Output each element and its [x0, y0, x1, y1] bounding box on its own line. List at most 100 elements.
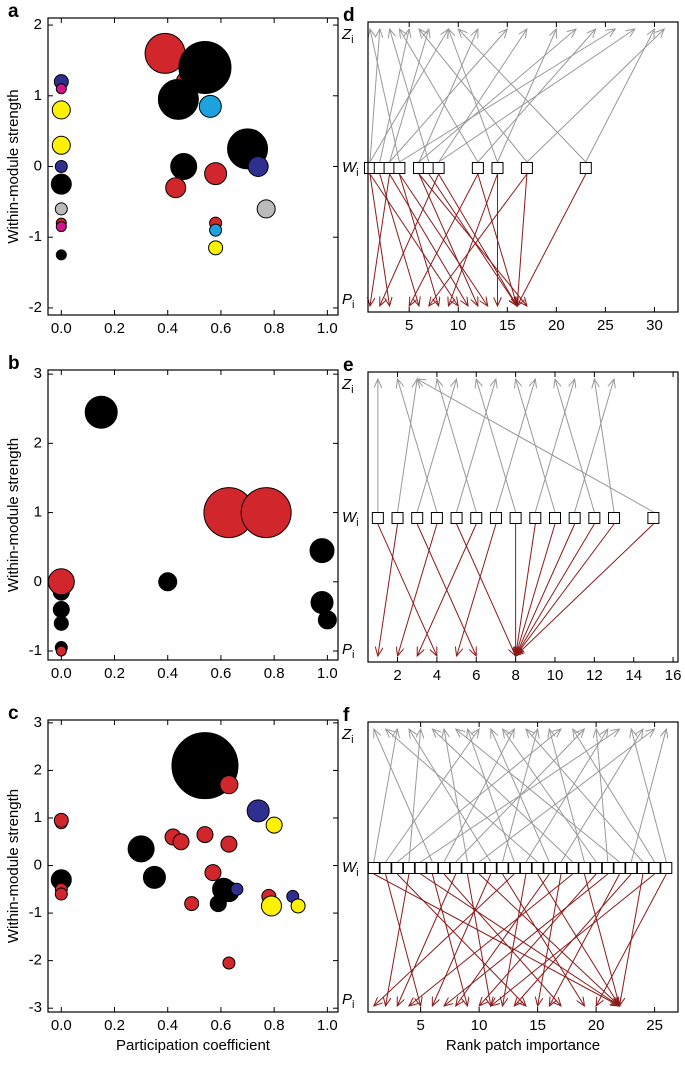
node: [371, 512, 384, 524]
z-edge: [389, 29, 508, 163]
bubble: [247, 156, 269, 177]
bubble: [47, 568, 75, 596]
panel-label: c: [8, 703, 19, 724]
node: [648, 862, 661, 874]
bubble: [209, 895, 227, 913]
bubble: [51, 135, 71, 155]
x-axis-label: Participation coefficient: [116, 1037, 271, 1054]
p-edge: [516, 523, 654, 656]
bubble: [54, 160, 68, 173]
bubble: [240, 487, 292, 539]
node: [449, 862, 462, 874]
node: [402, 862, 415, 874]
p-edge: [432, 873, 492, 1006]
bubble: [265, 816, 283, 834]
node: [508, 862, 521, 874]
y-tick-label: 2: [34, 16, 42, 33]
x-axis-label: Rank patch importance: [446, 1037, 600, 1054]
bubble: [54, 887, 68, 901]
bubble: [309, 538, 335, 564]
bubble: [260, 895, 282, 917]
p-edge: [517, 173, 528, 306]
p-edge: [516, 523, 576, 656]
x-tick-label: 0.2: [104, 320, 125, 337]
x-tick-label: 5: [416, 1017, 424, 1034]
row-label: Pi: [342, 991, 354, 1011]
z-edge: [370, 29, 400, 163]
z-edge: [418, 29, 576, 163]
panel-label: b: [8, 353, 20, 374]
node: [531, 862, 544, 874]
p-edge: [516, 523, 595, 656]
x-tick-label: 6: [472, 667, 480, 684]
z-edge: [467, 729, 515, 863]
z-edge: [432, 729, 574, 863]
node: [461, 862, 474, 874]
z-edge: [477, 29, 596, 163]
plot-frame: [367, 371, 679, 663]
bubble: [310, 591, 334, 615]
z-edge: [398, 379, 438, 513]
x-tick-label: 5: [405, 317, 413, 334]
y-tick-label: -1: [29, 904, 42, 921]
z-edge: [419, 29, 528, 163]
row-label-sub: i: [352, 999, 354, 1011]
z-edge: [526, 729, 644, 863]
x-tick-label: 0.0: [51, 665, 72, 682]
x-tick-label: 0.4: [157, 320, 178, 337]
z-edge: [495, 379, 535, 513]
z-edge: [408, 729, 421, 863]
row-label: Wi: [342, 859, 359, 879]
p-edge: [444, 873, 609, 1006]
node: [430, 512, 443, 524]
x-tick-label: 0.2: [104, 1017, 125, 1034]
y-axis-label: Within-module strength: [5, 789, 22, 943]
y-tick-label: 3: [34, 365, 42, 382]
z-edge: [476, 379, 517, 513]
p-edge: [429, 173, 528, 306]
z-edge: [386, 729, 538, 863]
p-edge: [369, 173, 458, 306]
p-edge: [409, 873, 574, 1006]
z-edge: [594, 379, 615, 513]
node: [625, 862, 638, 874]
bubble: [84, 395, 118, 429]
row-label-main: P: [342, 991, 352, 1008]
z-edge: [555, 379, 595, 513]
panel-label: a: [8, 1, 19, 22]
node: [426, 862, 439, 874]
x-tick-label: 15: [529, 1017, 546, 1034]
row-label: Zi: [341, 726, 354, 746]
z-edge: [573, 729, 656, 863]
node: [555, 862, 568, 874]
p-edge: [420, 873, 620, 1006]
y-tick-label: -1: [29, 228, 42, 245]
y-tick-label: 2: [34, 434, 42, 451]
node: [379, 862, 392, 874]
row-label-main: W: [342, 859, 358, 876]
bubble: [165, 177, 187, 199]
row-label: Wi: [342, 159, 359, 179]
bubble: [53, 615, 69, 631]
row-label-main: Z: [341, 26, 352, 43]
p-edge: [398, 173, 487, 306]
p-edge: [456, 523, 516, 656]
p-edge: [516, 523, 536, 656]
y-tick-label: 0: [34, 856, 42, 873]
bubble: [209, 223, 223, 237]
node: [450, 512, 463, 524]
z-edge: [549, 729, 585, 863]
z-edge: [373, 729, 397, 863]
y-tick-label: 1: [34, 504, 42, 521]
x-tick-label: 10: [547, 667, 564, 684]
p-edge: [398, 173, 438, 306]
z-edge: [438, 29, 527, 163]
p-edge: [418, 173, 478, 306]
bubble: [246, 799, 270, 823]
z-edge: [491, 729, 550, 863]
bubble: [53, 812, 69, 828]
y-tick-label: 1: [34, 87, 42, 104]
node: [489, 512, 502, 524]
y-tick-label: 1: [34, 809, 42, 826]
